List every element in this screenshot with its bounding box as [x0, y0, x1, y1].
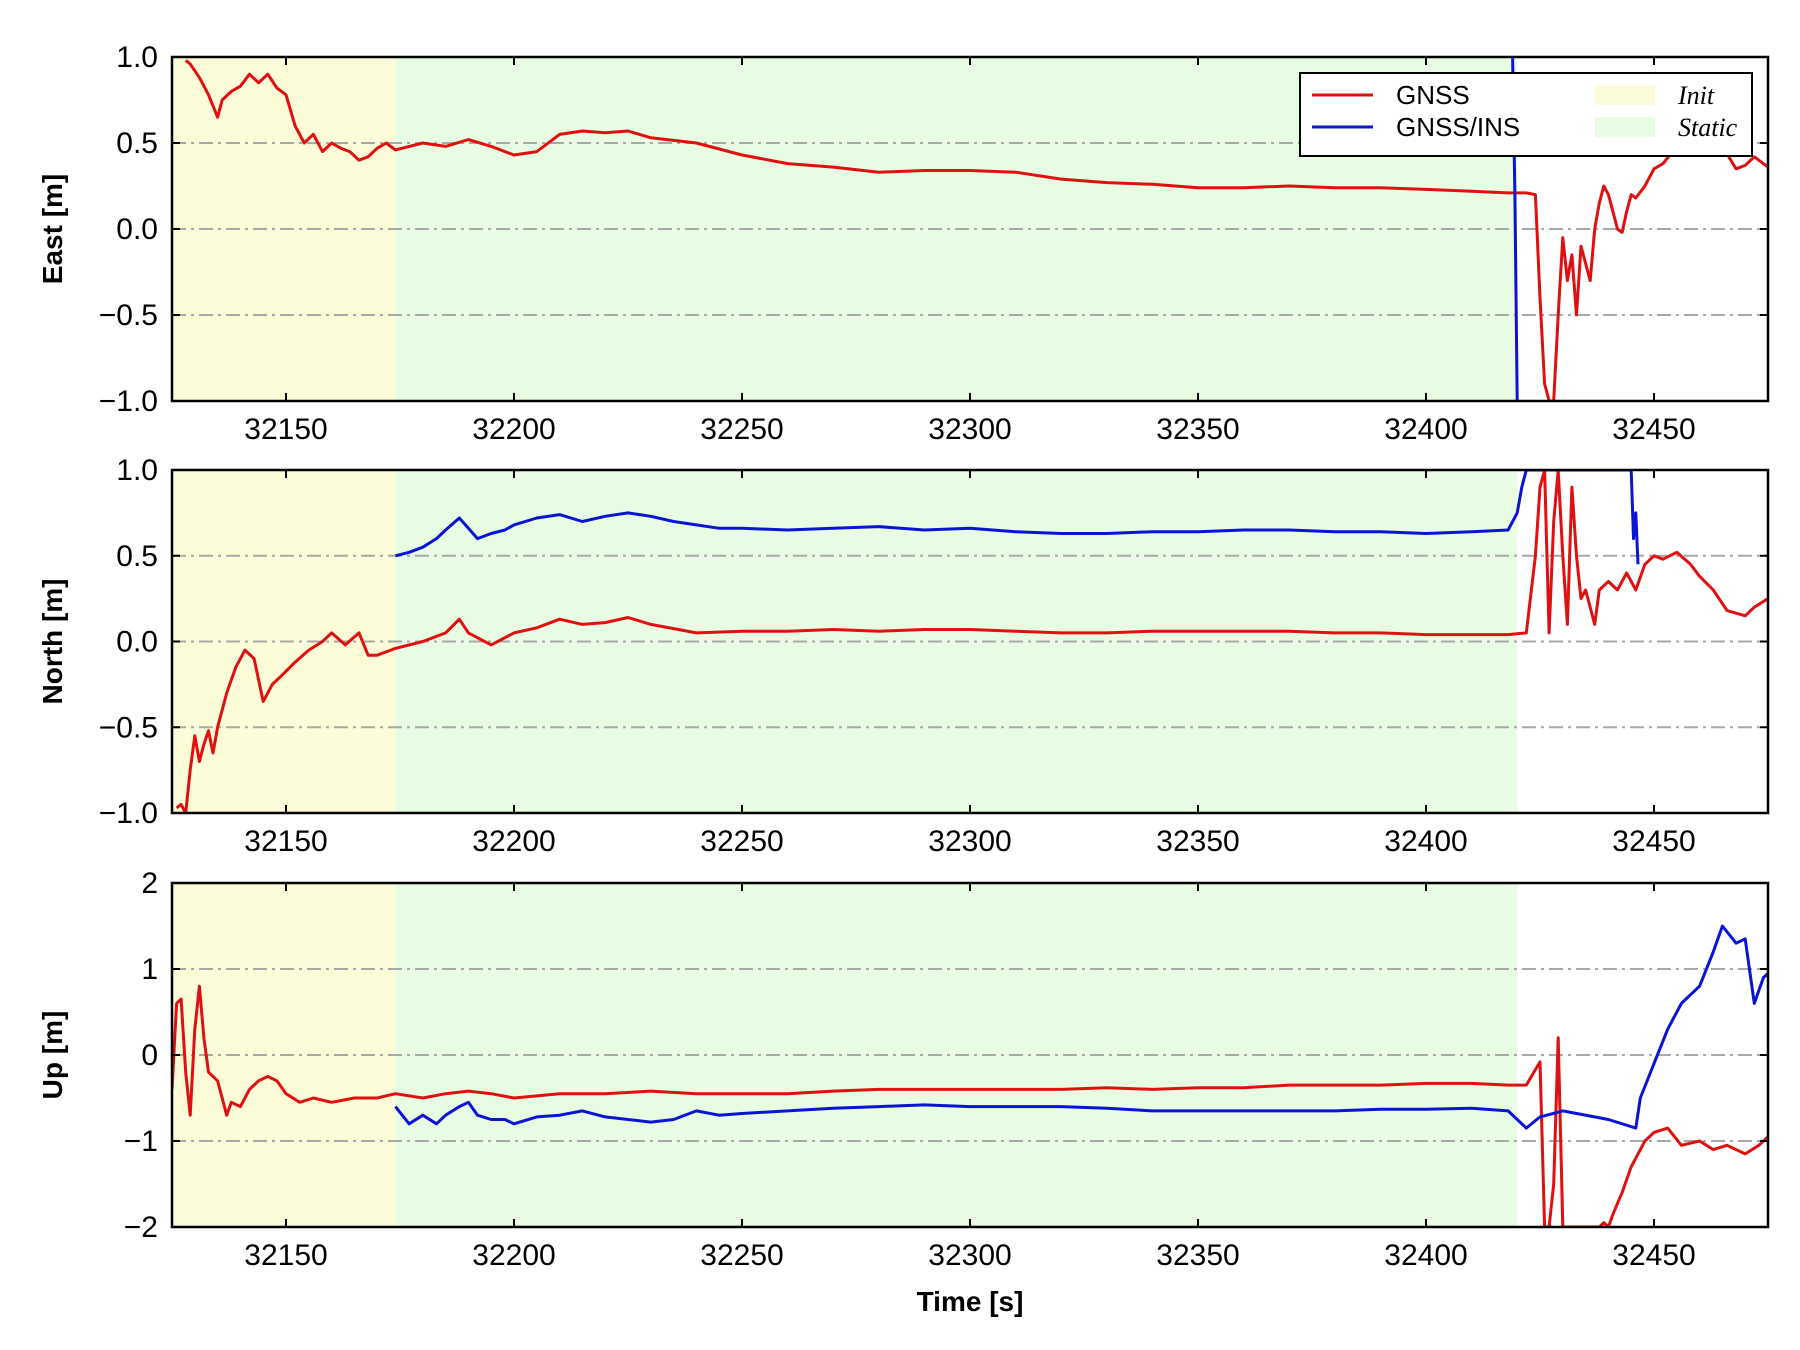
y-tick-label: 0: [141, 1039, 158, 1072]
north-ylabel: North [m]: [37, 579, 68, 705]
x-tick-label: 32450: [1612, 413, 1695, 446]
x-tick-label: 32150: [244, 413, 327, 446]
x-tick-label: 32400: [1384, 1239, 1467, 1272]
x-tick-label: 32400: [1384, 413, 1467, 446]
y-tick-label: 0.5: [116, 540, 158, 573]
x-tick-label: 32400: [1384, 825, 1467, 858]
up-panel: −2 −1 0 1 2 32150 32200 32250 32300 32350 32400 324…: [37, 867, 1770, 1317]
y-tick-label: 1: [141, 953, 158, 986]
legend-static-label: Static: [1678, 113, 1738, 142]
x-tick-label: 32450: [1612, 1239, 1695, 1272]
legend-init-label: Init: [1677, 81, 1715, 110]
x-tick-label: 32150: [244, 1239, 327, 1272]
x-tick-label: 32300: [928, 825, 1011, 858]
y-tick-label: −1: [124, 1125, 158, 1158]
y-tick-label: 0.0: [116, 626, 158, 659]
x-axis-label: Time [s]: [917, 1286, 1024, 1317]
y-tick-label: 1.0: [116, 41, 158, 74]
x-tick-label: 32350: [1156, 413, 1239, 446]
x-tick-label: 32250: [700, 825, 783, 858]
up-ylabel: Up [m]: [37, 1011, 68, 1100]
y-tick-label: 2: [141, 867, 158, 900]
north-panel: −1.0 −0.5 0.0 0.5 1.0 32150 32200 32250 32300 323…: [37, 454, 1770, 858]
x-tick-label: 32350: [1156, 825, 1239, 858]
x-tick-label: 32250: [700, 413, 783, 446]
x-tick-label: 32200: [472, 825, 555, 858]
x-tick-label: 32150: [244, 825, 327, 858]
gnss-series-line: [184, 59, 1768, 401]
gnss-ins-series-line: [395, 470, 1640, 565]
x-tick-label: 32250: [700, 1239, 783, 1272]
x-tick-label: 32450: [1612, 825, 1695, 858]
x-tick-label: 32200: [472, 1239, 555, 1272]
gnss-series-line: [172, 984, 1768, 1227]
y-tick-label: −0.5: [99, 711, 158, 744]
y-tick-label: 0.5: [116, 127, 158, 160]
y-tick-label: −2: [124, 1211, 158, 1244]
x-tick-label: 32300: [928, 1239, 1011, 1272]
x-tick-label: 32350: [1156, 1239, 1239, 1272]
y-tick-label: −0.5: [99, 299, 158, 332]
y-tick-label: −1.0: [99, 385, 158, 418]
y-tick-label: 1.0: [116, 454, 158, 487]
legend-gnss-ins-label: GNSS/INS: [1396, 112, 1520, 142]
x-tick-label: 32300: [928, 413, 1011, 446]
legend-static-swatch: [1595, 117, 1655, 137]
gnss-series-line: [175, 470, 1768, 813]
x-tick-label: 32200: [472, 413, 555, 446]
gnss-ins-series-line: [394, 924, 1768, 1130]
y-tick-label: 0.0: [116, 213, 158, 246]
east-panel: −1.0 −0.5 0.0 0.5 1.0 32150 32200 32250 32300 323…: [37, 41, 1770, 446]
y-tick-label: −1.0: [99, 797, 158, 830]
legend-init-swatch: [1595, 85, 1655, 105]
east-ylabel: East [m]: [37, 174, 68, 284]
legend-gnss-label: GNSS: [1396, 80, 1470, 110]
